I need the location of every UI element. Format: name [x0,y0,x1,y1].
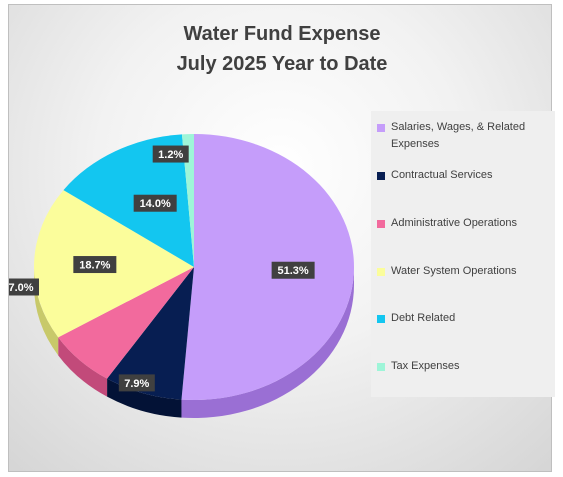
chart-title-line-1: Water Fund Expense [183,23,381,45]
data-label-3: 18.7% [79,260,110,272]
pie-slice-0 [181,134,354,400]
data-label-box-4 [133,194,177,212]
chart-legend: Salaries, Wages, & Related Expenses Contr… [371,111,555,397]
pie-chart: 51.3% 7.9% 7.0% 18.7% 14.0% 1.2% [9,134,354,418]
pie-slice-4 [63,134,194,267]
pie-side-2 [58,337,108,397]
data-label-2: 7.0% [9,282,34,294]
pie-slices [33,134,354,400]
pie-slice-5 [181,134,194,267]
legend-label-4: Debt Related [391,312,456,324]
pie-side-3 [34,267,59,356]
legend-swatch-4 [377,315,385,323]
data-label-box-5 [152,145,189,163]
legend-label-3: Water System Operations [391,265,517,277]
chart-title: Water Fund Expense July 2025 Year to Dat… [9,19,555,79]
data-labels: 51.3% 7.9% 7.0% 18.7% 14.0% 1.2% [9,145,315,392]
legend-swatch-2 [377,220,385,228]
legend-label-0: Salaries, Wages, & Related Expenses [391,121,526,150]
legend-swatch-5 [377,363,385,371]
data-label-0: 51.3% [278,265,309,277]
chart-title-line-2: July 2025 Year to Date [176,53,388,75]
data-label-box-1 [118,374,155,392]
pie-slice-2 [58,267,194,379]
legend-label-2: Administrative Operations [391,217,517,229]
data-label-5: 1.2% [158,149,183,161]
data-label-box-2 [9,278,39,296]
chart-area: Water Fund Expense July 2025 Year to Dat… [8,4,555,472]
pie-side-0 [181,267,354,418]
legend-label-5: Tax Expenses [391,360,460,372]
data-label-4: 14.0% [140,198,171,210]
data-label-box-0 [271,261,315,279]
legend-swatch-3 [377,268,385,276]
pie-slice-1 [107,267,194,400]
data-label-1: 7.9% [124,378,149,390]
legend-swatch-1 [377,172,385,180]
data-label-box-3 [73,256,117,274]
legend-swatch-0 [377,124,385,132]
legend-label-1: Contractual Services [391,169,493,181]
